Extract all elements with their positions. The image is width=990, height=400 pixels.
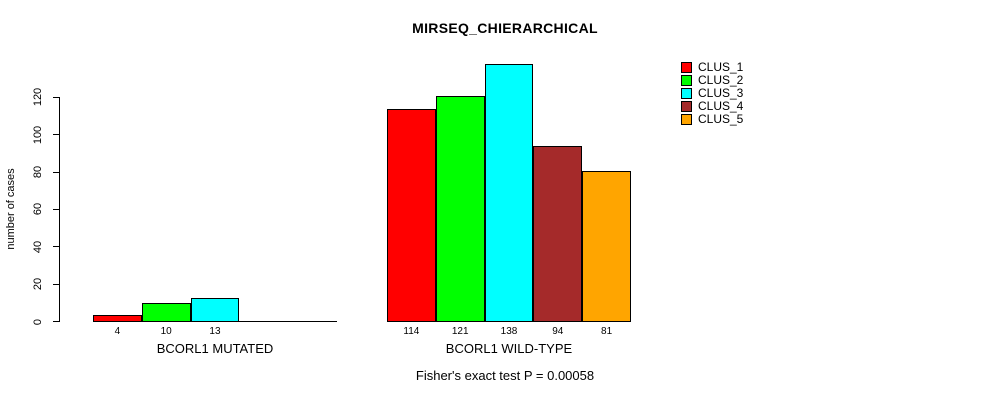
legend-swatch-clus_2 [681, 75, 692, 86]
legend-swatch-clus_4 [681, 101, 692, 112]
y-axis-line [59, 96, 60, 322]
legend-row: CLUS_5 [681, 113, 743, 126]
legend-label: CLUS_5 [698, 112, 744, 126]
y-tick [53, 208, 59, 210]
y-tick [53, 134, 59, 136]
y-tick-label: 60 [32, 203, 44, 216]
y-tick [53, 246, 59, 248]
bar-value-label: 114 [403, 326, 420, 337]
bar-value-label: 4 [114, 326, 121, 337]
bar-group2-clus3 [484, 64, 534, 322]
legend-label: CLUS_4 [698, 99, 744, 113]
bar-group1-clus3 [190, 297, 240, 322]
y-tick-label: 80 [32, 165, 44, 179]
legend-label: CLUS_1 [698, 60, 744, 74]
bar-group2-clus5 [582, 170, 631, 322]
y-tick [53, 321, 59, 322]
y-axis-label: number of cases [5, 168, 17, 250]
y-tick [53, 171, 59, 173]
chart-title: MIRSEQ_CHIERARCHICAL [412, 20, 598, 36]
legend-label: CLUS_3 [698, 86, 744, 100]
legend-row: CLUS_2 [681, 74, 743, 87]
legend-row: CLUS_3 [681, 87, 743, 100]
bar-value-label: 94 [552, 326, 564, 337]
y-tick [53, 96, 59, 98]
y-tick-label: 100 [32, 125, 44, 144]
legend-swatch-clus_1 [681, 62, 692, 73]
group-label-2: BCORL1 WILD-TYPE [445, 341, 573, 356]
y-tick [53, 283, 59, 285]
legend: CLUS_1 CLUS_2 CLUS_3 CLUS_4 CLUS_5 [681, 61, 743, 126]
bar-value-label: 81 [601, 326, 613, 337]
y-tick-label: 120 [32, 88, 44, 107]
bar-group2-clus4 [533, 146, 583, 322]
bar-value-label: 10 [160, 326, 172, 337]
bar-value-label: 121 [451, 326, 469, 337]
legend-label: CLUS_2 [698, 73, 744, 87]
bar-value-label: 138 [500, 326, 518, 337]
bar-value-label: 13 [209, 326, 221, 337]
y-tick-label: 40 [32, 240, 44, 253]
bar-group2-clus2 [435, 95, 485, 322]
bar-group1-clus2 [141, 303, 191, 322]
y-tick-label: 0 [32, 318, 44, 325]
group-label-1: BCORL1 MUTATED [156, 341, 274, 356]
bar-group2-clus1 [387, 109, 436, 322]
legend-row: CLUS_1 [681, 61, 743, 74]
bar-group1-clus1 [93, 314, 142, 322]
legend-swatch-clus_3 [681, 88, 692, 99]
legend-swatch-clus_5 [681, 114, 692, 125]
legend-row: CLUS_4 [681, 100, 743, 113]
y-tick-label: 20 [32, 278, 44, 291]
subtitle-fisher-test: Fisher's exact test P = 0.00058 [415, 368, 595, 383]
